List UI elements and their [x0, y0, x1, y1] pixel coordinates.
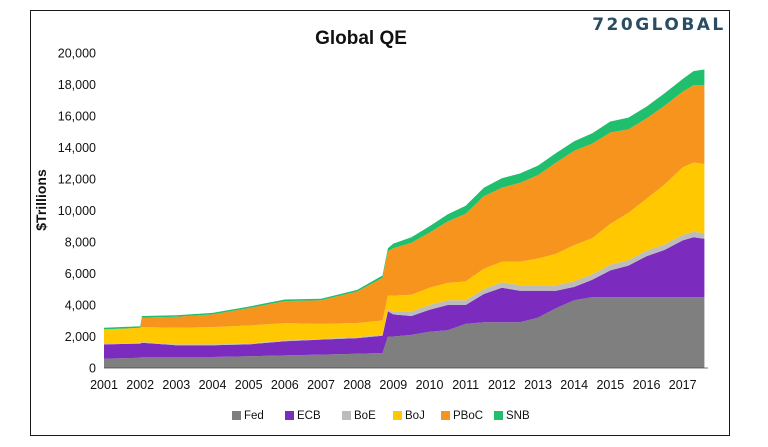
legend-swatch-boj	[393, 411, 402, 420]
x-tick-label: 2003	[162, 378, 190, 392]
y-tick-label: 16,000	[58, 110, 96, 124]
x-tick-label: 2015	[596, 378, 624, 392]
x-tick-label: 2007	[307, 378, 335, 392]
y-tick-label: 2,000	[65, 330, 96, 344]
chart-title: Global QE	[315, 28, 407, 49]
x-tick-label: 2005	[235, 378, 263, 392]
legend-swatch-boe	[342, 411, 351, 420]
y-tick-label: 18,000	[58, 78, 96, 92]
y-tick-label: 0	[89, 362, 96, 376]
y-axis: 0 2,000 4,000 6,000 8,000 10,000 12,000 14,000 1…	[58, 47, 96, 376]
y-tick-label: 14,000	[58, 141, 96, 155]
y-tick-label: 4,000	[65, 299, 96, 313]
legend-label-snb: SNB	[506, 410, 530, 422]
area-ecb	[104, 237, 705, 359]
area-fed	[104, 297, 705, 368]
x-tick-label: 2001	[90, 378, 118, 392]
legend-label-boj: BoJ	[405, 410, 425, 422]
x-tick-label: 2008	[343, 378, 371, 392]
x-tick-label: 2016	[633, 378, 661, 392]
y-tick-label: 12,000	[58, 173, 96, 187]
x-tick-label: 2014	[560, 378, 588, 392]
area-pboc	[104, 85, 705, 330]
legend-swatch-pboc	[441, 411, 450, 420]
x-tick-label: 2010	[416, 378, 444, 392]
legend: Fed ECB BoE BoJ PBoC SNB	[232, 410, 530, 422]
x-axis: 2001 2002 2003 2004 2005 2006 2007 2008 2009 2010…	[90, 367, 708, 392]
x-tick-label: 2006	[271, 378, 299, 392]
legend-label-pboc: PBoC	[453, 410, 483, 422]
y-tick-label: 8,000	[65, 236, 96, 250]
legend-swatch-snb	[494, 411, 503, 420]
y-tick-label: 20,000	[58, 47, 96, 61]
x-tick-label: 2002	[126, 378, 154, 392]
x-tick-label: 2011	[452, 378, 479, 392]
brand-logo: 720GLOBAL	[592, 15, 726, 35]
x-tick-label: 2012	[488, 378, 516, 392]
area-layers	[104, 69, 705, 368]
y-tick-label: 10,000	[58, 204, 96, 218]
x-tick-label: 2013	[524, 378, 552, 392]
legend-label-ecb: ECB	[297, 410, 321, 422]
legend-swatch-fed	[232, 411, 241, 420]
legend-label-fed: Fed	[244, 410, 264, 422]
area-boj	[104, 162, 705, 345]
x-tick-label: 2009	[379, 378, 407, 392]
legend-label-boe: BoE	[354, 410, 376, 422]
y-tick-label: 6,000	[65, 267, 96, 281]
x-tick-label: 2017	[669, 378, 697, 392]
x-tick-label: 2004	[199, 378, 227, 392]
legend-swatch-ecb	[285, 411, 294, 420]
y-axis-label: $Trillions	[33, 169, 49, 231]
